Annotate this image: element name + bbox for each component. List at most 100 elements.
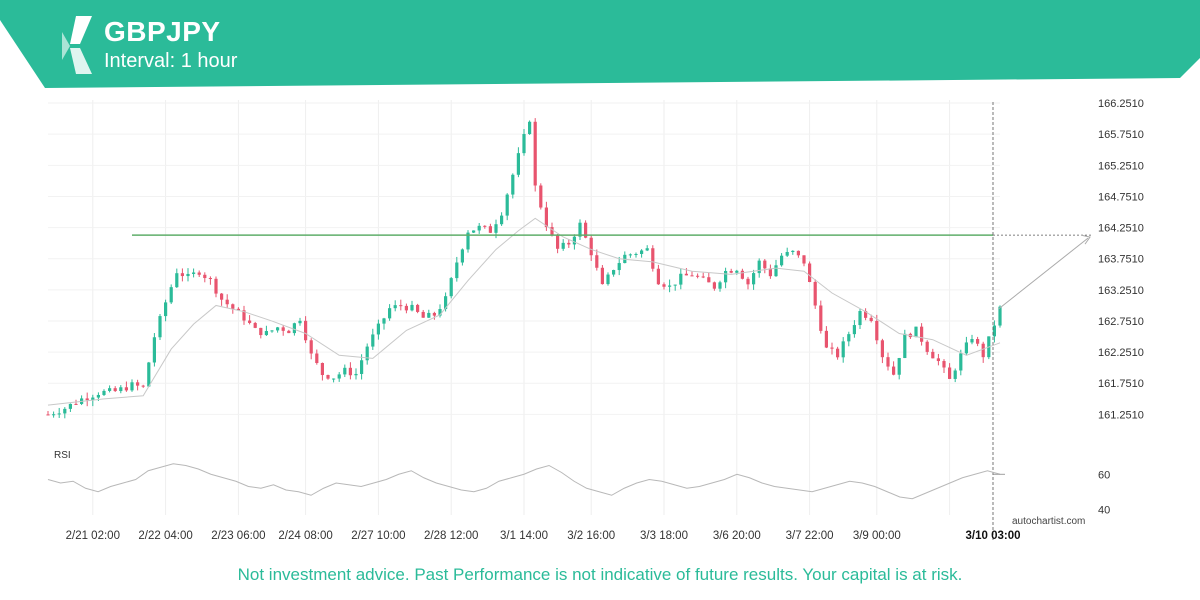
candle-body (824, 330, 828, 348)
candle-body (332, 378, 336, 380)
candle-body (696, 275, 700, 277)
projection-arrow (998, 237, 1089, 309)
candle-body (253, 322, 257, 328)
candle-body (511, 174, 515, 195)
candle-body (287, 330, 291, 334)
candle-body (152, 337, 156, 363)
candle-body (740, 270, 744, 279)
candle-body (96, 394, 100, 398)
candle-body (460, 249, 464, 263)
candle-body (836, 348, 840, 358)
time-tick-label: 2/28 12:00 (424, 530, 478, 542)
candle-body (539, 185, 543, 208)
candle-body (852, 325, 856, 335)
candle-body (309, 340, 313, 354)
candle-body (796, 250, 800, 256)
rsi-label: RSI (54, 450, 71, 461)
time-tick-label: 2/23 06:00 (211, 530, 265, 542)
candle-body (432, 312, 436, 316)
candle-body (931, 351, 935, 359)
candle-body (942, 361, 946, 368)
watermark: autochartist.com (1012, 516, 1086, 527)
candle-body (718, 282, 722, 289)
time-tick-label: 2/24 08:00 (278, 530, 332, 542)
candle-body (640, 250, 644, 254)
rsi-line (47, 463, 1001, 500)
candle-body (595, 255, 599, 268)
symbol-title: GBPJPY (104, 16, 221, 47)
candle-body (376, 323, 380, 335)
candle-body (516, 153, 520, 175)
candle-body (634, 253, 638, 255)
candle-body (124, 387, 128, 391)
candle-body (768, 268, 772, 277)
rsi-tick-label: 60 (1098, 469, 1110, 481)
header-banner: GBPJPY Interval: 1 hour (0, 0, 1200, 90)
price-tick-label: 165.2510 (1098, 160, 1144, 172)
candle-body (936, 358, 940, 362)
candle-body (304, 320, 308, 341)
candle-body (970, 339, 974, 343)
candle-body (746, 278, 750, 285)
candle-body (752, 273, 756, 285)
rsi-panel: RSI 60 40 (47, 450, 1110, 516)
candle-body (724, 270, 728, 283)
candle-body (186, 273, 190, 277)
price-tick-label: 166.2510 (1098, 98, 1144, 110)
candle-body (656, 268, 660, 285)
candle-body (164, 302, 168, 317)
candle-body (953, 370, 957, 379)
candle-body (606, 274, 610, 285)
price-tick-label: 161.2510 (1098, 409, 1144, 421)
candle-body (959, 353, 963, 371)
candle-body (550, 227, 554, 235)
candle-body (192, 272, 196, 274)
candle-body (404, 305, 408, 311)
candle-body (399, 305, 403, 307)
candle-body (214, 278, 218, 294)
candle-body (651, 248, 655, 269)
candle-body (320, 363, 324, 376)
candle-body (684, 273, 688, 276)
time-tick-label: 3/6 20:00 (713, 530, 761, 542)
candle-body (712, 282, 716, 289)
current-time-label: 3/10 03:00 (966, 530, 1021, 542)
candle-body (869, 317, 873, 321)
candle-body (169, 287, 173, 303)
candle-body (584, 222, 588, 238)
candle-body (46, 414, 50, 416)
candle-body (416, 304, 420, 312)
candle-body (707, 277, 711, 283)
candle-body (438, 309, 442, 316)
candle-body (158, 316, 162, 338)
candle-body (315, 353, 319, 364)
candle-body (589, 237, 593, 256)
candle-body (858, 311, 862, 326)
candle-body (679, 273, 683, 285)
candle-body (354, 373, 358, 376)
candle-body (802, 255, 806, 264)
candle-body (85, 398, 89, 401)
candle-body (920, 326, 924, 342)
candle-body (914, 326, 918, 338)
candle-body (662, 284, 666, 287)
time-tick-label: 3/9 00:00 (853, 530, 901, 542)
candle-body (757, 260, 761, 274)
candle-body (68, 403, 72, 409)
candle-body (847, 334, 851, 342)
candle-body (281, 327, 285, 331)
candle-body (197, 272, 201, 275)
candle-body (472, 230, 476, 233)
candle-body (231, 304, 235, 309)
candle-body (264, 331, 268, 336)
candle-body (998, 306, 1002, 326)
candle-body (735, 270, 739, 273)
moving-average-path (47, 217, 1001, 406)
candle-body (785, 252, 789, 256)
candle-body (57, 413, 61, 415)
candle-body (208, 278, 212, 280)
candle-body (483, 225, 487, 227)
candle-body (220, 293, 224, 300)
chart-grid (48, 100, 1000, 515)
price-axis: 166.2510 165.7510 165.2510 164.7510 164.2510… (1098, 98, 1144, 421)
